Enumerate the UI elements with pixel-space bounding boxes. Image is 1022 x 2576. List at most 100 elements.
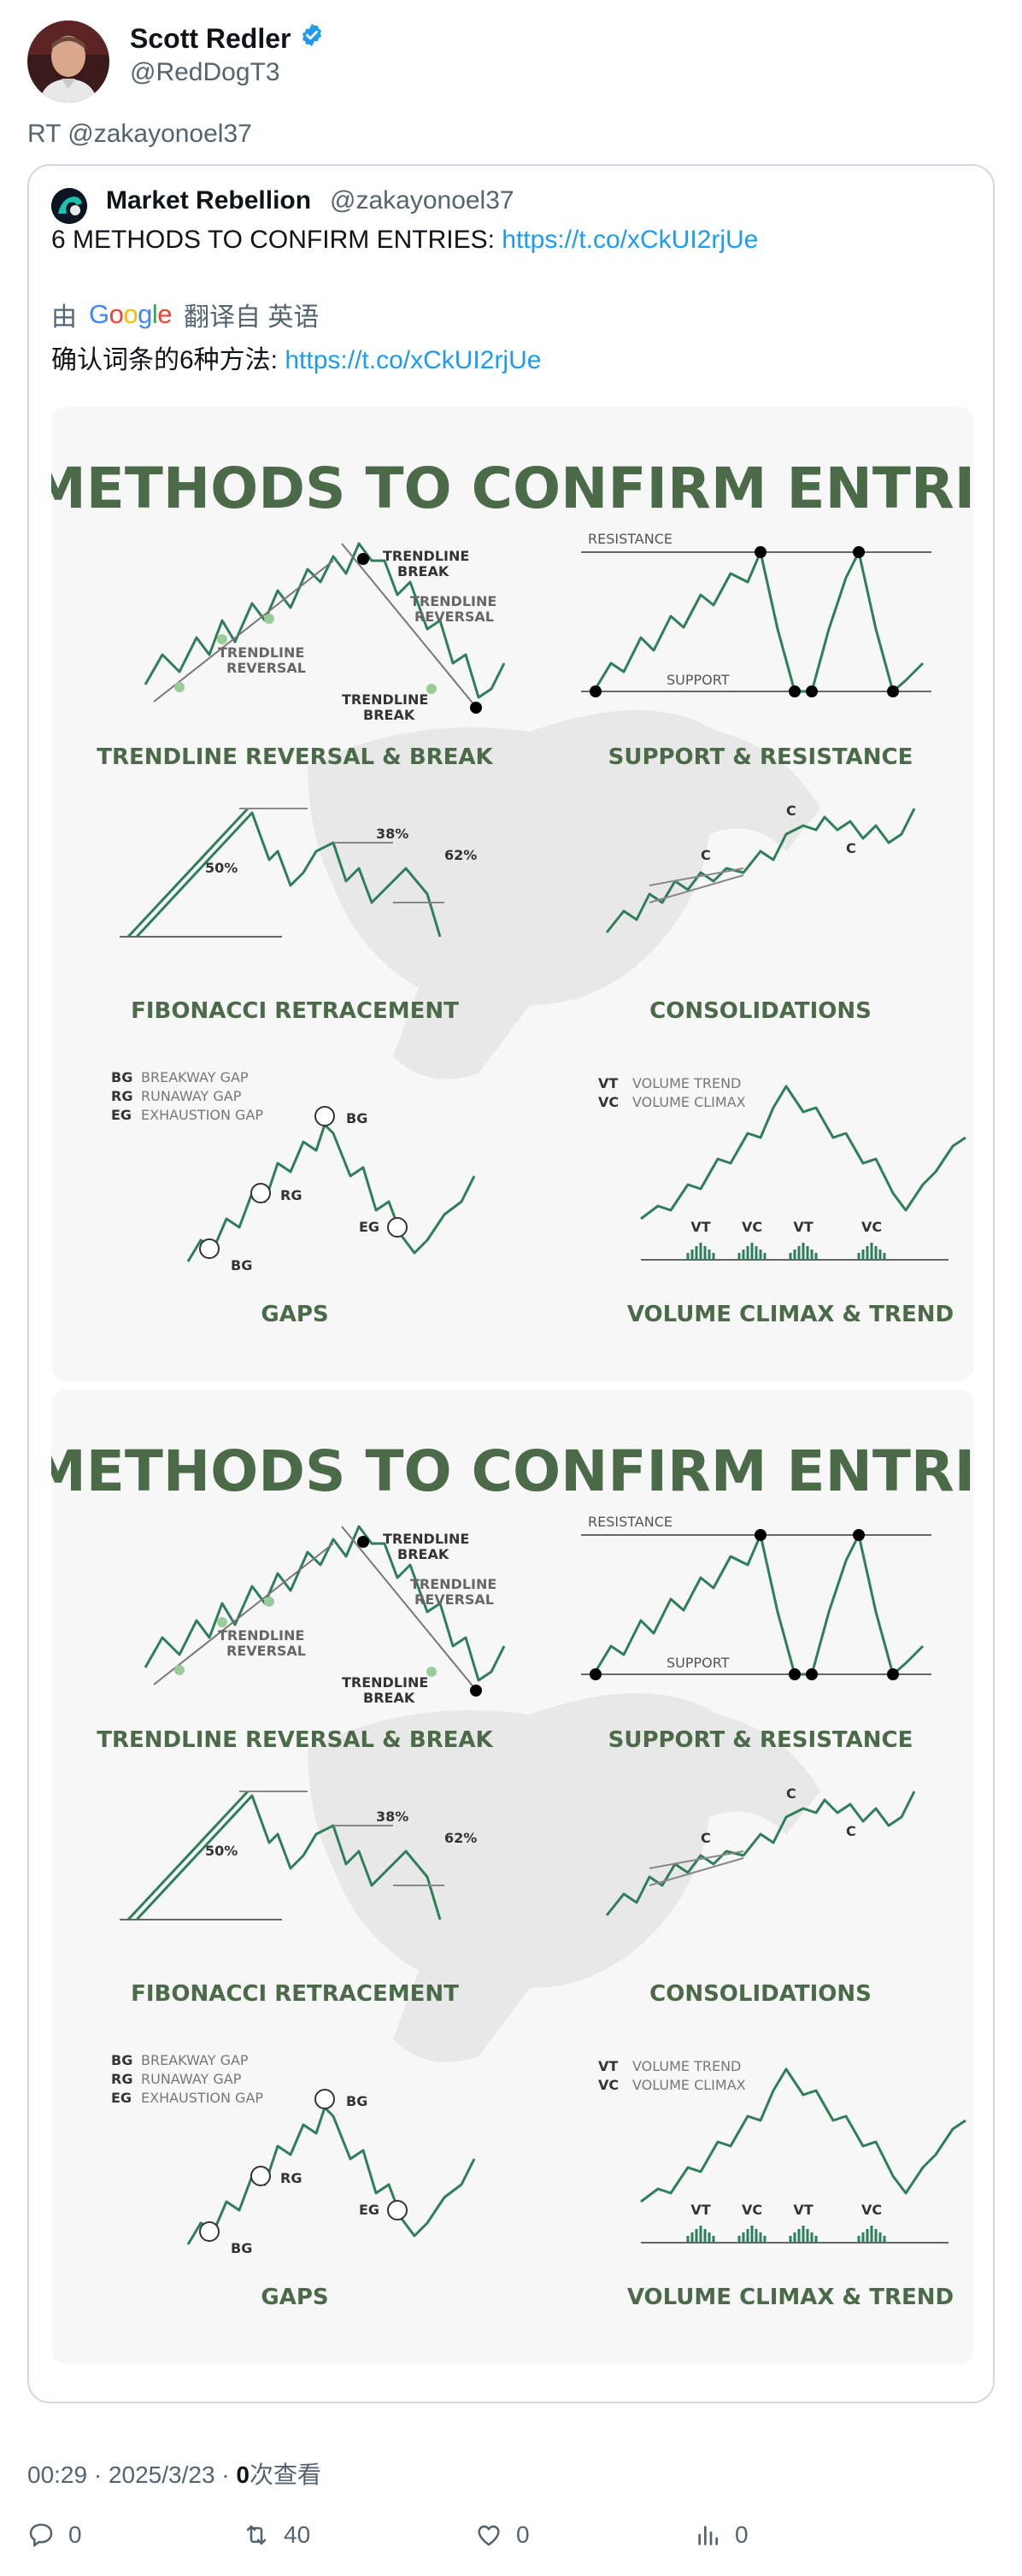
label-reversal: REVERSAL <box>414 609 494 625</box>
gap-circle <box>314 1106 335 1126</box>
gap-circle <box>250 1183 271 1203</box>
legend-vt: VT <box>598 2058 618 2074</box>
resistance-dot <box>755 1529 766 1541</box>
volume-trend-line <box>640 1085 966 1220</box>
support-dot <box>789 685 801 697</box>
views-count: 0 <box>236 2461 250 2488</box>
quoted-link[interactable]: https://t.co/xCkUI2rjUe <box>502 226 759 254</box>
label-support: SUPPORT <box>667 1655 730 1671</box>
label-vt: VT <box>690 1219 710 1235</box>
reply-count: 0 <box>68 2521 82 2548</box>
action-bar: 0 40 0 0 <box>27 2521 995 2564</box>
like-button[interactable]: 0 <box>475 2521 530 2549</box>
legend-vt-text: VOLUME TREND <box>632 1075 741 1091</box>
label-bg: BG <box>346 1110 367 1126</box>
heart-icon <box>478 2525 500 2546</box>
support-dot <box>806 685 818 697</box>
quoted-author-handle[interactable]: @zakayonoel37 <box>330 186 514 215</box>
legend-vt-text: VOLUME TREND <box>632 2058 741 2074</box>
label-vt: VT <box>793 1219 813 1235</box>
legend-eg-text: EXHAUSTION GAP <box>141 2090 263 2106</box>
label-vc: VC <box>742 2202 762 2218</box>
support-dot <box>789 1668 801 1680</box>
gap-circle <box>199 1238 220 1259</box>
panel-label-gaps: GAPS <box>261 2285 328 2310</box>
infographic-image-2[interactable]: 6 METHODS TO CONFIRM ENTRIESTRENDLINEBRE… <box>51 1390 974 2364</box>
translated-link[interactable]: https://t.co/xCkUI2rjUe <box>285 346 542 374</box>
verified-badge-icon <box>299 22 325 55</box>
legend-eg-text: EXHAUSTION GAP <box>141 1107 263 1123</box>
trendline-up <box>153 560 334 703</box>
legend-vc-text: VOLUME CLIMAX <box>632 1094 746 1110</box>
consolidation-bottom <box>649 874 744 903</box>
panel-label-consolidations: CONSOLIDATIONS <box>649 1981 872 2007</box>
label-support: SUPPORT <box>667 672 730 688</box>
support-resistance-line <box>592 1533 925 1676</box>
panel-label-gaps: GAPS <box>261 1302 328 1327</box>
infographic-svg-1: 6 METHODS TO CONFIRM ENTRIESTRENDLINEBRE… <box>51 456 974 1327</box>
retweet-icon <box>246 2525 267 2545</box>
label-rg: RG <box>280 2170 302 2186</box>
quoted-tweet-text: 6 METHODS TO CONFIRM ENTRIES: https://t.… <box>51 226 758 255</box>
author-handle[interactable]: @RedDogT3 <box>130 58 280 86</box>
legend-rg-text: RUNAWAY GAP <box>141 2071 242 2087</box>
legend-eg: EG <box>111 2090 132 2106</box>
label-bg: BG <box>231 2240 252 2256</box>
legend-bg-text: BREAKWAY GAP <box>141 2052 249 2068</box>
trendline-down <box>341 543 479 711</box>
legend-bg-text: BREAKWAY GAP <box>141 1069 249 1085</box>
support-resistance-line <box>592 550 925 693</box>
label-bg: BG <box>346 2093 367 2109</box>
quoted-author-avatar[interactable] <box>51 188 87 224</box>
legend-rg-text: RUNAWAY GAP <box>141 1088 242 1104</box>
label-fib62: 62% <box>444 847 477 863</box>
gap-circle <box>387 1217 408 1238</box>
label-eg: EG <box>359 1219 379 1235</box>
reply-button[interactable]: 0 <box>27 2521 82 2549</box>
tweet-timestamp[interactable]: 00:29 · 2025/3/23 · <box>27 2461 237 2488</box>
label-break: BREAK <box>397 563 449 579</box>
tweet-header: Scott Redler @RedDogT3 <box>27 21 995 103</box>
views-label: 次查看 <box>249 2461 321 2488</box>
retweet-button[interactable]: 40 <box>243 2521 310 2549</box>
label-trendline: TRENDLINE <box>410 593 496 609</box>
label-break: BREAK <box>363 707 415 723</box>
tweet-meta: 00:29 · 2025/3/23 · 0次查看 <box>27 2456 321 2491</box>
legend-vc: VC <box>598 2077 619 2093</box>
label-resistance: RESISTANCE <box>588 1514 673 1530</box>
author-name[interactable]: Scott Redler <box>130 22 325 55</box>
break-dot <box>470 702 482 714</box>
retweet-count: 40 <box>284 2521 311 2548</box>
label-eg: EG <box>359 2202 379 2218</box>
views-button[interactable]: 0 <box>694 2521 749 2549</box>
analytics-icon <box>698 2526 718 2545</box>
trendline-chart-line <box>144 1525 506 1682</box>
break-dot <box>470 1685 482 1697</box>
quoted-author-name[interactable]: Market Rebellion <box>106 186 312 215</box>
label-c: C <box>846 1823 856 1839</box>
bull-watermark <box>308 1693 820 2062</box>
author-avatar[interactable] <box>27 21 109 103</box>
quoted-tweet-card[interactable]: Market Rebellion @zakayonoel37 6 METHODS… <box>27 164 995 2403</box>
volume-trend-line <box>640 2067 966 2203</box>
label-fib38: 38% <box>376 826 408 842</box>
consolidation-bottom <box>649 1857 744 1886</box>
author-name-text[interactable]: Scott Redler <box>130 22 291 54</box>
translate-by-label: 由 <box>51 303 77 332</box>
support-dot <box>806 1668 818 1680</box>
infographic-image-1[interactable]: 6 METHODS TO CONFIRM ENTRIESTRENDLINEBRE… <box>51 407 974 1381</box>
panel-label-volume: VOLUME CLIMAX & TREND <box>627 1302 954 1327</box>
label-trendline: TRENDLINE <box>342 691 428 708</box>
reversal-dot <box>264 1597 274 1607</box>
infographic-title: 6 METHODS TO CONFIRM ENTRIES <box>51 1438 974 1504</box>
panel-label-fibonacci: FIBONACCI RETRACEMENT <box>131 998 459 1024</box>
break-dot <box>357 1536 369 1548</box>
label-vt: VT <box>793 2202 813 2218</box>
label-trendline: TRENDLINE <box>383 548 469 564</box>
quoted-text-body: 6 METHODS TO CONFIRM ENTRIES: <box>51 226 502 254</box>
retweet-text: RT @zakayonoel37 <box>27 120 252 148</box>
trendline-down <box>341 1526 479 1694</box>
legend-vc-text: VOLUME CLIMAX <box>632 2077 746 2093</box>
support-dot <box>887 685 899 697</box>
label-c: C <box>701 847 711 863</box>
